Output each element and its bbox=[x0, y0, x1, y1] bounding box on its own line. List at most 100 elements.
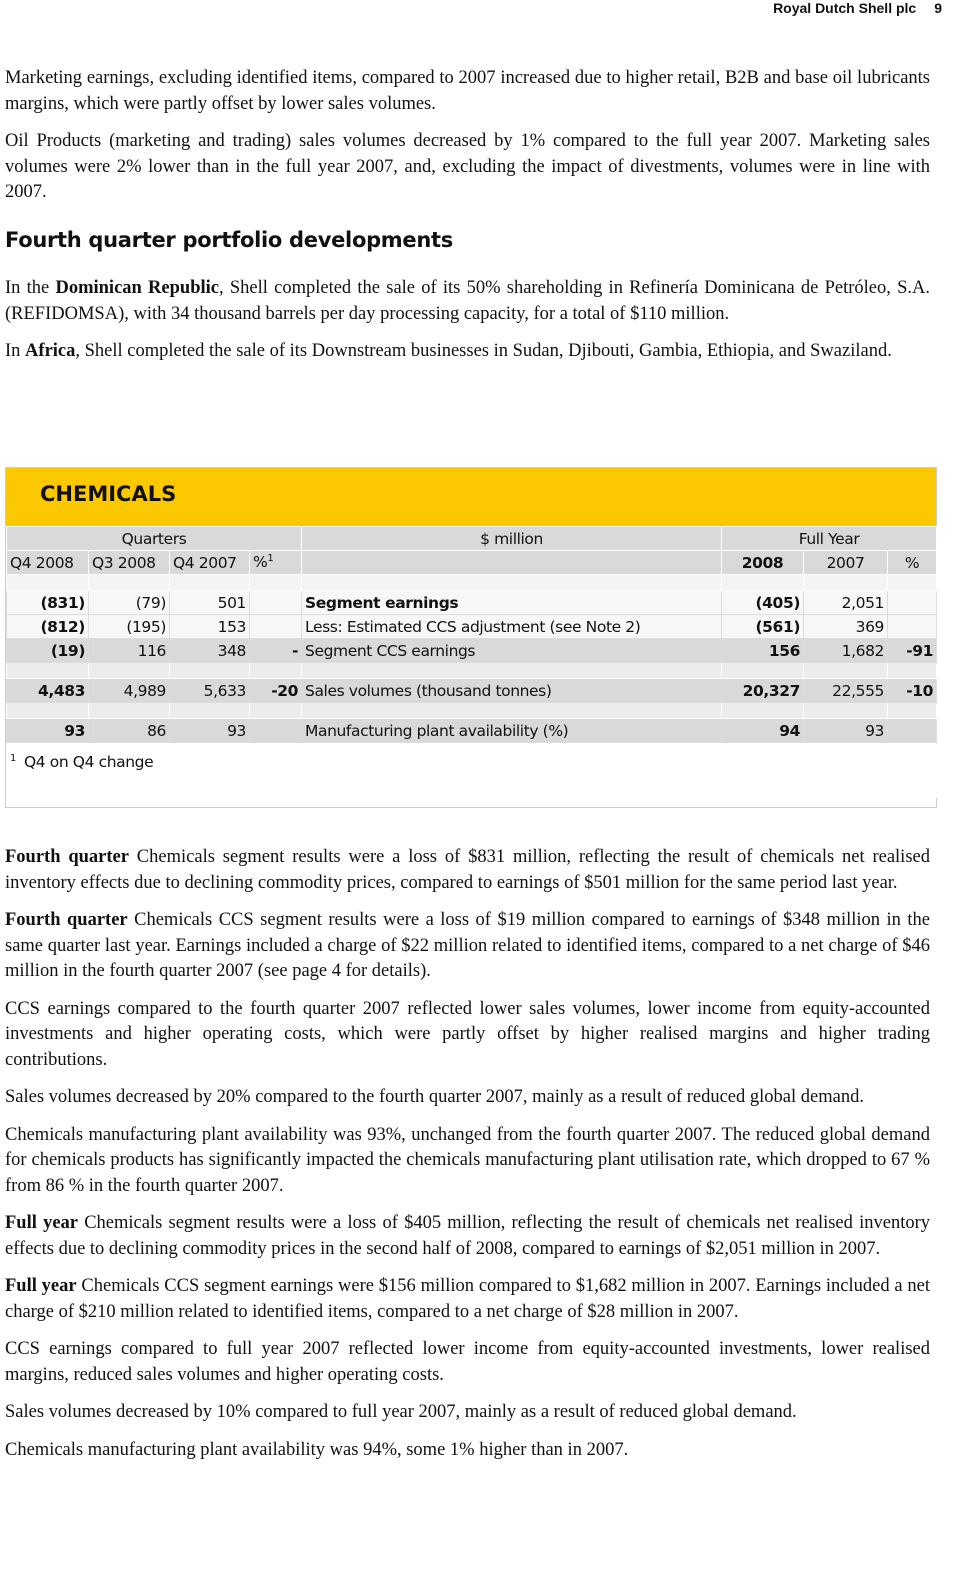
bold-run: Fourth quarter bbox=[5, 847, 129, 867]
section-heading: Fourth quarter portfolio developments bbox=[5, 228, 453, 252]
cell: 4,989 bbox=[88, 678, 170, 703]
cell: (405) bbox=[721, 590, 805, 615]
paragraph: Sales volumes decreased by 10% compared … bbox=[5, 1402, 797, 1422]
column-header: Q3 2008 bbox=[88, 550, 170, 575]
spacer-cell bbox=[301, 662, 723, 679]
paragraph: Full year Chemicals CCS segment earnings… bbox=[5, 1274, 930, 1325]
paragraph: In the Dominican Republic, Shell complet… bbox=[5, 276, 930, 327]
text-run: Chemicals CCS segment earnings were $156… bbox=[5, 1276, 931, 1322]
paragraph: CCS earnings compared to the fourth quar… bbox=[5, 998, 930, 1070]
spacer-cell bbox=[248, 702, 303, 719]
section-heading-block: Fourth quarter portfolio developments bbox=[5, 228, 930, 252]
text-run: Chemicals CCS segment results were a los… bbox=[5, 910, 930, 981]
cell: 22,555 bbox=[803, 678, 889, 703]
cell: (831) bbox=[6, 590, 89, 615]
cell bbox=[248, 590, 303, 615]
spacer-row bbox=[6, 702, 938, 719]
cell: (561) bbox=[721, 614, 805, 639]
cell: 93 bbox=[169, 718, 250, 743]
bold-run: Dominican Republic bbox=[55, 278, 219, 298]
cell: 86 bbox=[88, 718, 170, 743]
cell: 93 bbox=[6, 718, 89, 743]
spacer-cell bbox=[887, 702, 938, 719]
cell: (195) bbox=[88, 614, 170, 639]
spacer-cell bbox=[88, 574, 170, 591]
cell: (812) bbox=[6, 614, 89, 639]
paragraph: In Africa, Shell completed the sale of i… bbox=[5, 339, 930, 365]
cell: 501 bbox=[169, 590, 250, 615]
text-run: Chemicals segment results were a loss of… bbox=[5, 847, 930, 893]
cell: 156 bbox=[721, 638, 805, 663]
portfolio-paragraphs: In the Dominican Republic, Shell complet… bbox=[5, 276, 930, 377]
column-header: %1 bbox=[248, 550, 303, 575]
cell: 1,682 bbox=[803, 638, 889, 663]
spacer-cell bbox=[6, 662, 89, 679]
cell bbox=[248, 718, 303, 743]
table-title: CHEMICALS bbox=[40, 482, 177, 506]
text-run: , Shell completed the sale of its 50% sh… bbox=[5, 278, 930, 324]
text-run: In bbox=[5, 341, 26, 361]
data-row: (831) (79) 501 Segment earnings (405) 2,051 bbox=[6, 590, 938, 615]
text-run: , Shell completed the sale of its Downst… bbox=[75, 341, 892, 361]
footnote-row: 1 Q4 on Q4 change bbox=[5, 742, 938, 798]
data-row: (19) 116 348- Segment CCS earnings 156 1,682-… bbox=[6, 638, 938, 663]
paragraph: Fourth quarter Chemicals CCS segment res… bbox=[5, 908, 930, 985]
row-label: Sales volumes (thousand tonnes) bbox=[301, 678, 723, 703]
spacer-cell bbox=[88, 702, 170, 719]
spacer-cell bbox=[721, 574, 805, 591]
paragraph: Oil Products (marketing and trading) sal… bbox=[5, 131, 930, 202]
spacer-cell bbox=[803, 574, 889, 591]
spacer-cell bbox=[248, 574, 303, 591]
column-header-row: Q4 2008 Q3 2008 Q4 2007 %1 2008 2007% bbox=[6, 550, 938, 575]
column-header: Q4 2008 bbox=[6, 550, 89, 575]
column-header: Q4 2007 bbox=[169, 550, 250, 575]
cell: (79) bbox=[88, 590, 170, 615]
spacer-cell bbox=[721, 702, 805, 719]
intro: Marketing earnings, excluding identified… bbox=[5, 66, 930, 218]
paragraph: Chemicals manufacturing plant availabili… bbox=[5, 1124, 930, 1196]
row-label: Manufacturing plant availability (%) bbox=[301, 718, 723, 743]
cell: 348 bbox=[169, 638, 250, 663]
paragraph: Sales volumes decreased by 20% compared … bbox=[5, 1087, 864, 1107]
group-header: Full Year bbox=[721, 526, 938, 551]
data-row: (812) (195) 153 Less: Estimated CCS adjustm… bbox=[6, 614, 938, 639]
cell: 369 bbox=[803, 614, 889, 639]
bold-run: Full year bbox=[5, 1276, 77, 1296]
group-header: $ million bbox=[301, 526, 723, 551]
cell bbox=[248, 614, 303, 639]
cell: 5,633 bbox=[169, 678, 250, 703]
cell: -20 bbox=[248, 678, 303, 703]
chemicals-table-box: CHEMICALS Quarters $ million Full Year Q4 2… bbox=[5, 467, 938, 808]
spacer-cell bbox=[169, 662, 250, 679]
cell: -91 bbox=[887, 638, 938, 663]
chemicals-table: Quarters $ million Full Year Q4 2008 Q3 2008… bbox=[5, 526, 938, 798]
spacer-row bbox=[6, 662, 938, 679]
row-label: Segment CCS earnings bbox=[301, 638, 723, 663]
cell: 20,327 bbox=[721, 678, 805, 703]
cell: 93 bbox=[803, 718, 889, 743]
column-header: 2008 bbox=[721, 550, 805, 575]
cell: 2,051 bbox=[803, 590, 889, 615]
spacer-row bbox=[6, 574, 938, 591]
page-number: 9 bbox=[934, 0, 942, 16]
group-header: Quarters bbox=[5, 526, 303, 551]
bold-run: Africa bbox=[25, 341, 76, 361]
paragraph: Chemicals manufacturing plant availabili… bbox=[5, 1439, 629, 1460]
row-label: Segment earnings bbox=[301, 590, 723, 615]
bold-run: Fourth quarter bbox=[5, 910, 128, 930]
spacer-cell bbox=[721, 662, 805, 679]
footnote-marker: 1 bbox=[10, 753, 16, 764]
footnote: 1 Q4 on Q4 change bbox=[5, 742, 938, 798]
data-row: 93 86 93 Manufacturing plant availability (… bbox=[6, 718, 938, 743]
column-header bbox=[301, 550, 723, 575]
cell: 4,483 bbox=[6, 678, 89, 703]
column-header: % bbox=[887, 550, 938, 575]
cell: (19) bbox=[6, 638, 89, 663]
text-run: Chemicals segment results were a loss of… bbox=[5, 1213, 930, 1259]
row-label: Less: Estimated CCS adjustment (see Note… bbox=[301, 614, 723, 639]
spacer-cell bbox=[88, 662, 170, 679]
text-run: In the bbox=[5, 278, 56, 298]
group-header-row: Quarters $ million Full Year bbox=[5, 526, 938, 551]
spacer-cell bbox=[887, 574, 938, 591]
